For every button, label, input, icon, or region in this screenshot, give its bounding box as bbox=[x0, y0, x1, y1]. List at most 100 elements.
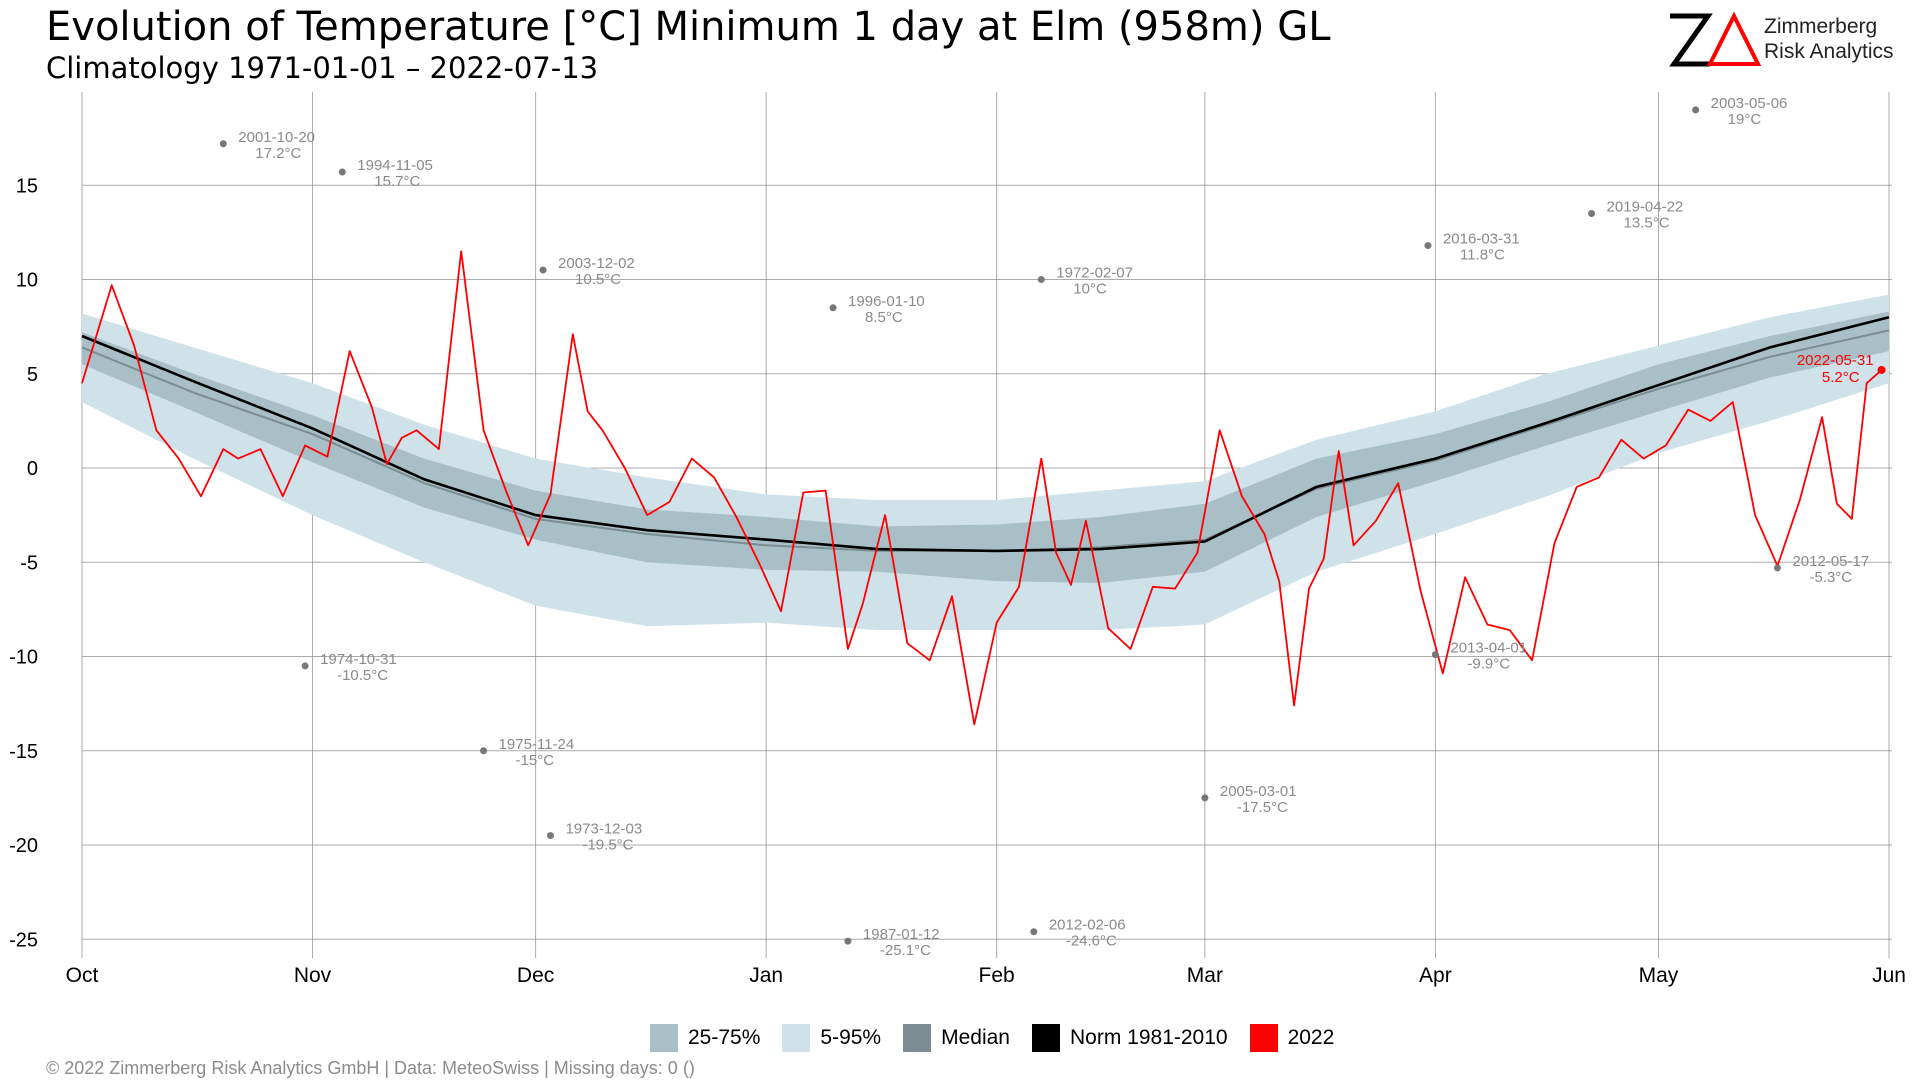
series-lines bbox=[81, 250, 1890, 726]
legend-item: 2022 bbox=[1249, 1024, 1335, 1052]
logo-line-1: Zimmerberg bbox=[1764, 15, 1878, 38]
extreme-point bbox=[1588, 210, 1596, 218]
footer-credits: © 2022 Zimmerberg Risk Analytics GmbH | … bbox=[46, 1058, 695, 1078]
legend-label: Median bbox=[941, 1026, 1010, 1049]
last-point-value: 5.2°C bbox=[1822, 369, 1860, 386]
x-tick-label: May bbox=[1639, 964, 1679, 987]
extreme-value-label: -19.5°C bbox=[582, 837, 633, 854]
extreme-value-label: 19°C bbox=[1728, 111, 1762, 128]
legend-item: 5-95% bbox=[782, 1024, 881, 1052]
y-tick-label: 15 bbox=[16, 175, 38, 197]
extreme-point bbox=[1692, 106, 1700, 114]
x-tick-label: Dec bbox=[517, 964, 554, 987]
extreme-point bbox=[546, 832, 554, 840]
legend-item: 25-75% bbox=[650, 1024, 760, 1052]
chart-title: Evolution of Temperature [°C] Minimum 1 … bbox=[46, 4, 1331, 50]
extreme-value-label: -15°C bbox=[516, 752, 555, 769]
extreme-point bbox=[1030, 928, 1038, 936]
axis-labels: 15 10 5 0 -5 -10 -15 -20 -25 Oct Nov Dec Jan Feb Mar Ap… bbox=[9, 175, 1906, 987]
extreme-date-label: 2012-05-17 bbox=[1792, 553, 1869, 570]
extreme-date-label: 1975-11-24 bbox=[499, 736, 575, 753]
x-tick-label: Jun bbox=[1872, 964, 1906, 987]
y-tick-label: -5 bbox=[20, 552, 38, 574]
extreme-date-label: 2003-05-06 bbox=[1711, 95, 1788, 112]
legend-item: Median bbox=[903, 1024, 1010, 1052]
legend-label: 25-75% bbox=[688, 1026, 761, 1049]
temperature-chart: 15 10 5 0 -5 -10 -15 -20 -25 Oct Nov Dec Jan Feb Mar Ap… bbox=[9, 92, 1906, 987]
legend-label: 5-95% bbox=[820, 1026, 882, 1049]
x-tick-label: Jan bbox=[749, 964, 783, 987]
extreme-date-label: 1974-10-31 bbox=[320, 651, 397, 668]
extreme-value-label: -24.6°C bbox=[1066, 933, 1117, 950]
extreme-value-label: 10.5°C bbox=[575, 271, 621, 288]
extreme-date-label: 2019-04-22 bbox=[1607, 199, 1684, 216]
extreme-point bbox=[1424, 242, 1432, 250]
y-tick-label: -20 bbox=[9, 835, 38, 857]
extreme-value-label: 8.5°C bbox=[865, 309, 903, 326]
band-5-95 bbox=[82, 294, 1889, 631]
chart-legend: 25-75% 5-95% Median Norm 1981-2010 2022 bbox=[650, 1020, 1356, 1056]
extreme-value-label: -25.1°C bbox=[880, 942, 931, 959]
legend-swatch bbox=[782, 1024, 811, 1052]
legend-swatch bbox=[1031, 1024, 1060, 1052]
extreme-date-label: 2013-04-01 bbox=[1450, 640, 1527, 657]
extreme-date-label: 1994-11-05 bbox=[357, 157, 433, 174]
extreme-point bbox=[301, 662, 309, 670]
extreme-value-label: -9.9°C bbox=[1467, 656, 1510, 673]
extreme-point bbox=[480, 747, 488, 755]
extreme-value-label: 10°C bbox=[1073, 281, 1107, 298]
extreme-date-label: 2003-12-02 bbox=[558, 255, 635, 272]
extreme-point bbox=[1201, 794, 1209, 802]
y-tick-label: -10 bbox=[9, 647, 38, 669]
series-2022-line bbox=[81, 250, 1883, 726]
extreme-date-label: 2016-03-31 bbox=[1443, 231, 1520, 248]
legend-swatch bbox=[650, 1024, 678, 1052]
legend-label: Norm 1981-2010 bbox=[1069, 1026, 1228, 1049]
series-2022-last-point bbox=[1877, 365, 1886, 374]
extreme-point bbox=[1431, 651, 1439, 659]
extreme-point bbox=[844, 937, 852, 945]
y-tick-label: -15 bbox=[9, 741, 38, 763]
logo-line-2: Risk Analytics bbox=[1764, 40, 1894, 63]
extreme-point bbox=[338, 168, 346, 176]
extreme-value-label: -17.5°C bbox=[1237, 799, 1288, 816]
extreme-value-label: -10.5°C bbox=[337, 667, 388, 684]
x-tick-label: Mar bbox=[1187, 964, 1223, 987]
y-tick-label: 5 bbox=[27, 364, 38, 386]
percentile-bands bbox=[82, 294, 1889, 631]
legend-label: 2022 bbox=[1287, 1026, 1335, 1049]
legend-swatch bbox=[1249, 1024, 1278, 1052]
company-logo: Zimmerberg Risk Analytics bbox=[1666, 8, 1906, 72]
x-tick-label: Nov bbox=[294, 964, 332, 987]
extreme-point bbox=[219, 140, 227, 148]
last-point-date: 2022-05-31 bbox=[1797, 352, 1874, 369]
x-tick-label: Feb bbox=[979, 964, 1015, 987]
x-tick-label: Apr bbox=[1419, 964, 1452, 987]
y-tick-label: 10 bbox=[16, 270, 38, 292]
extreme-value-label: 11.8°C bbox=[1460, 247, 1505, 264]
y-tick-label: -25 bbox=[9, 929, 38, 951]
za-logo-mark-icon bbox=[1669, 11, 1762, 67]
legend-swatch bbox=[903, 1024, 932, 1052]
extreme-date-label: 2005-03-01 bbox=[1220, 783, 1297, 800]
chart-subtitle: Climatology 1971-01-01 – 2022-07-13 bbox=[46, 51, 599, 85]
extreme-value-label: 15.7°C bbox=[374, 173, 420, 190]
extreme-point bbox=[1773, 564, 1781, 572]
extreme-date-label: 1996-01-10 bbox=[848, 293, 925, 310]
extreme-date-label: 2012-02-06 bbox=[1049, 917, 1126, 934]
extreme-date-label: 1972-02-07 bbox=[1056, 265, 1133, 282]
extreme-point bbox=[539, 266, 547, 274]
x-tick-label: Oct bbox=[66, 964, 99, 987]
y-tick-label: 0 bbox=[27, 458, 38, 480]
extreme-value-label: -5.3°C bbox=[1809, 569, 1852, 586]
logo-text: Zimmerberg Risk Analytics bbox=[1764, 14, 1894, 64]
extreme-value-label: 13.5°C bbox=[1624, 215, 1670, 232]
extreme-point bbox=[1037, 276, 1045, 283]
extreme-point bbox=[829, 304, 837, 312]
extreme-value-label: 17.2°C bbox=[255, 145, 301, 162]
legend-item: Norm 1981-2010 bbox=[1031, 1024, 1228, 1052]
extreme-date-label: 2001-10-20 bbox=[238, 129, 315, 146]
extreme-date-label: 1987-01-12 bbox=[863, 926, 940, 943]
extreme-date-label: 1973-12-03 bbox=[565, 821, 642, 838]
